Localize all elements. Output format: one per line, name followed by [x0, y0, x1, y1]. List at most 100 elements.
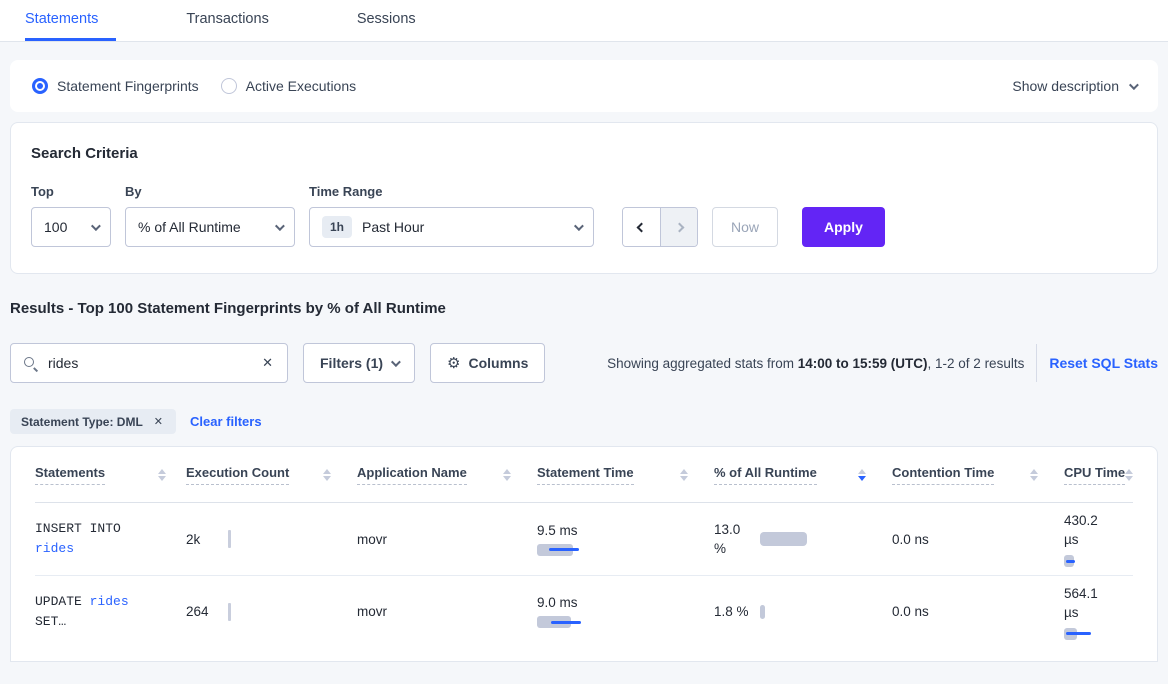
filter-chip-label: Statement Type: DML — [21, 414, 143, 429]
application-name-cell: movr — [357, 604, 387, 619]
filters-label: Filters (1) — [320, 355, 384, 371]
radio-statement-fingerprints[interactable]: Statement Fingerprints — [32, 78, 199, 94]
sort-icon — [323, 468, 331, 481]
chevron-down-icon — [573, 220, 584, 231]
top-select-value: 100 — [44, 219, 68, 235]
table-row: INSERT INTO rides 2k movr 9.5 ms 13.0 % … — [35, 503, 1133, 575]
chevron-right-icon — [674, 222, 684, 232]
radio-selected-icon — [32, 78, 48, 94]
pct-runtime-bar — [760, 604, 765, 619]
clear-search-icon[interactable]: ✕ — [262, 355, 273, 370]
results-search-box: ✕ — [10, 343, 288, 383]
radio-label: Active Executions — [245, 78, 357, 94]
column-header-pct-all-runtime[interactable]: % of All Runtime — [714, 465, 892, 485]
statements-table: Statements Execution Count Application N… — [10, 446, 1158, 662]
search-criteria-panel: Search Criteria Top 100 By % of All Runt… — [10, 122, 1158, 274]
statement-time-bar — [537, 616, 581, 628]
cpu-time-cell: 564.1 µs — [1064, 584, 1135, 640]
radio-active-executions[interactable]: Active Executions — [220, 78, 357, 94]
sort-icon-active-desc — [858, 468, 866, 481]
column-header-execution-count[interactable]: Execution Count — [186, 465, 357, 485]
time-range-label: Time Range — [309, 184, 383, 199]
sort-icon — [1030, 468, 1038, 481]
time-prev-button[interactable] — [623, 208, 660, 246]
results-heading: Results - Top 100 Statement Fingerprints… — [10, 300, 446, 317]
radio-unselected-icon — [220, 78, 237, 94]
contention-time-cell: 0.0 ns — [892, 531, 929, 547]
by-label: By — [125, 184, 142, 199]
column-header-statements[interactable]: Statements — [35, 465, 186, 485]
time-range-badge: 1h — [322, 216, 353, 238]
statement-link[interactable]: rides — [89, 593, 129, 609]
tab-statements[interactable]: Statements — [25, 0, 117, 41]
pct-runtime-cell: 1.8 % — [714, 602, 892, 621]
sort-icon — [158, 468, 166, 481]
time-range-value: Past Hour — [362, 219, 425, 235]
top-select[interactable]: 100 — [31, 207, 111, 247]
chevron-down-icon — [1128, 79, 1139, 90]
filter-chip-statement-type[interactable]: Statement Type: DML ✕ — [10, 409, 177, 434]
show-description-toggle[interactable]: Show description — [1012, 78, 1139, 94]
pct-runtime-bar — [760, 532, 807, 546]
active-filters-row: Statement Type: DML ✕ Clear filters — [10, 409, 1158, 434]
pct-runtime-cell: 13.0 % — [714, 520, 892, 558]
chevron-down-icon — [90, 220, 101, 231]
now-button[interactable]: Now — [712, 207, 779, 247]
view-toggle-bar: Statement Fingerprints Active Executions… — [10, 60, 1158, 112]
search-icon — [23, 356, 38, 371]
statement-time-cell: 9.5 ms — [537, 523, 714, 556]
execution-count-cell: 2k — [186, 530, 357, 548]
time-nav-group — [622, 207, 698, 247]
execution-count-bar — [228, 602, 231, 621]
top-label: Top — [31, 184, 54, 199]
tab-transactions[interactable]: Transactions — [186, 11, 269, 27]
table-row: UPDATE rides SET… 264 movr 9.0 ms 1.8 % … — [35, 575, 1133, 647]
table-header-row: Statements Execution Count Application N… — [35, 447, 1135, 503]
cpu-time-cell: 430.2 µs — [1064, 511, 1135, 567]
time-next-button[interactable] — [660, 208, 697, 246]
statement-time-marker — [549, 548, 579, 551]
column-header-statement-time[interactable]: Statement Time — [537, 465, 714, 485]
show-description-label: Show description — [1012, 78, 1119, 94]
divider — [1036, 344, 1038, 382]
statement-link[interactable]: rides — [35, 541, 75, 556]
statement-time-cell: 9.0 ms — [537, 595, 714, 628]
search-input[interactable] — [48, 355, 251, 371]
chevron-down-icon — [390, 356, 401, 367]
sort-icon — [503, 468, 511, 481]
gear-icon: ⚙ — [447, 354, 461, 372]
application-name-cell: movr — [357, 531, 387, 547]
tab-sessions[interactable]: Sessions — [356, 11, 416, 27]
by-select[interactable]: % of All Runtime — [125, 207, 295, 247]
results-controls: ✕ Filters (1) ⚙ Columns Showing aggregat… — [10, 343, 1158, 383]
cpu-time-bar — [1064, 627, 1091, 640]
stats-time-range: 14:00 to 15:59 (UTC) — [797, 355, 928, 371]
apply-button[interactable]: Apply — [802, 207, 885, 247]
by-select-value: % of All Runtime — [138, 219, 241, 235]
aggregated-stats-text: Showing aggregated stats from 14:00 to 1… — [607, 355, 1025, 371]
page-tabs: Statements Transactions Sessions — [0, 0, 1168, 42]
cpu-time-marker — [1066, 559, 1075, 563]
filters-button[interactable]: Filters (1) — [303, 343, 416, 383]
remove-filter-icon[interactable]: ✕ — [153, 416, 164, 428]
statement-cell: INSERT INTO rides — [35, 521, 121, 556]
cpu-time-bar — [1064, 555, 1075, 567]
execution-count-cell: 264 — [186, 602, 357, 621]
sort-icon — [680, 468, 688, 481]
columns-label: Columns — [468, 355, 529, 371]
time-range-select[interactable]: 1h Past Hour — [309, 207, 594, 247]
statement-time-bar — [537, 543, 579, 556]
column-header-cpu-time[interactable]: CPU Time — [1064, 465, 1135, 485]
clear-filters-link[interactable]: Clear filters — [190, 414, 262, 429]
statement-cell: UPDATE rides SET… — [35, 593, 129, 629]
reset-sql-stats-link[interactable]: Reset SQL Stats — [1049, 355, 1158, 371]
sort-icon — [1125, 468, 1134, 481]
columns-button[interactable]: ⚙ Columns — [430, 343, 546, 383]
contention-time-cell: 0.0 ns — [892, 604, 929, 619]
column-header-contention-time[interactable]: Contention Time — [892, 465, 1064, 485]
column-header-application-name[interactable]: Application Name — [357, 465, 537, 485]
radio-label: Statement Fingerprints — [57, 78, 199, 94]
execution-count-bar — [228, 530, 231, 548]
cpu-time-marker — [1066, 632, 1091, 635]
statement-time-marker — [551, 620, 581, 624]
